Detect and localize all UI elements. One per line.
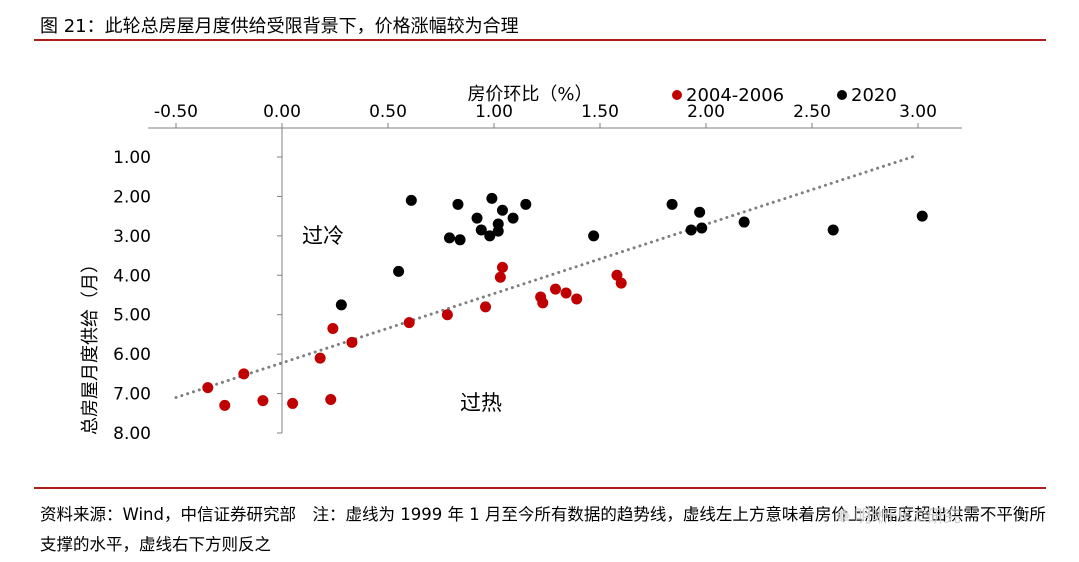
region-label-overheat: 过热 <box>460 391 502 415</box>
legend-label-2020: 2020 <box>851 85 897 106</box>
x-tick-label: 2.50 <box>793 102 831 122</box>
data-point-2004-2006 <box>480 301 492 313</box>
data-point-2004-2006 <box>403 317 415 329</box>
x-tick-label: 3.00 <box>899 102 937 122</box>
y-tick-label: 1.00 <box>113 148 151 168</box>
data-point-2020 <box>486 192 498 204</box>
data-point-2004-2006 <box>571 293 583 305</box>
data-point-2020 <box>471 212 483 224</box>
wechat-icon: ❁ <box>836 507 851 527</box>
data-point-2020 <box>492 225 504 237</box>
data-point-2020 <box>452 198 464 210</box>
data-point-2004-2006 <box>327 323 339 335</box>
legend-marker-2004-2006 <box>672 90 682 100</box>
data-point-2020 <box>405 194 417 206</box>
data-point-2004-2006 <box>560 287 572 299</box>
x-tick-label: 1.00 <box>475 102 513 122</box>
watermark: ❁ 明晰FICC研究 <box>836 502 961 527</box>
data-point-2020 <box>475 224 487 236</box>
data-point-2004-2006 <box>325 393 337 405</box>
data-point-2004-2006 <box>494 271 506 283</box>
y-tick-label: 2.00 <box>113 187 151 207</box>
data-point-2020 <box>588 230 600 242</box>
data-point-2004-2006 <box>314 352 326 364</box>
data-point-2020 <box>738 216 750 228</box>
region-label-overcool: 过冷 <box>302 224 344 248</box>
figure-title: 图 21：此轮总房屋月度供给受限背景下，价格涨幅较为合理 <box>40 16 519 37</box>
data-point-2020 <box>507 212 519 224</box>
data-point-2020 <box>666 198 678 210</box>
data-point-2020 <box>393 265 405 277</box>
watermark-text: 明晰FICC研究 <box>854 507 961 527</box>
data-point-2004-2006 <box>537 297 549 309</box>
data-point-2020 <box>335 299 347 311</box>
data-point-2004-2006 <box>549 283 561 295</box>
data-point-2020 <box>454 234 466 246</box>
x-tick-label: 2.00 <box>687 102 725 122</box>
plot-area: -0.50 0.00 0.50 1.00 1.50 2.00 2.50 3.00 1.00 2.0… <box>113 102 962 444</box>
x-tick-label: 0.00 <box>263 102 301 122</box>
legend-label-2004-2006: 2004-2006 <box>686 85 784 106</box>
x-tick-label: -0.50 <box>154 102 198 122</box>
data-point-2020 <box>694 206 706 218</box>
title-rule <box>34 39 1046 41</box>
data-point-2020 <box>827 224 839 236</box>
data-point-2004-2006 <box>496 261 508 273</box>
x-axis-title: 房价环比（%） <box>467 84 592 105</box>
data-point-2020 <box>685 224 697 236</box>
scatter-chart: -0.50 0.00 0.50 1.00 1.50 2.00 2.50 3.00 1.00 2.0… <box>80 84 962 444</box>
data-point-2004-2006 <box>202 382 214 394</box>
data-point-2004-2006 <box>238 368 250 380</box>
data-point-2004-2006 <box>287 397 299 409</box>
data-point-2004-2006 <box>615 277 627 289</box>
data-point-2020 <box>484 230 496 242</box>
data-point-2004-2006 <box>219 399 231 411</box>
data-point-2020 <box>916 210 928 222</box>
data-point-2020 <box>696 222 708 234</box>
source-note: 资料来源：Wind，中信证券研究部 注：虚线为 1999 年 1 月至今所有数据… <box>40 505 1046 554</box>
data-point-2004-2006 <box>346 336 358 348</box>
x-tick-label: 0.50 <box>369 102 407 122</box>
data-point-2020 <box>443 232 455 244</box>
x-tick-label: 1.50 <box>581 102 619 122</box>
data-point-2004-2006 <box>257 395 269 407</box>
y-tick-label: 4.00 <box>113 266 151 286</box>
data-point-2020 <box>496 204 508 216</box>
y-tick-label: 8.00 <box>113 424 151 444</box>
y-axis-title: 总房屋月度供给（月） <box>80 255 101 435</box>
y-tick-label: 5.00 <box>113 306 151 326</box>
y-tick-label: 6.00 <box>113 345 151 365</box>
note-rule <box>34 487 1046 489</box>
data-point-2004-2006 <box>441 309 453 321</box>
legend: 2004-2006 2020 <box>672 85 897 106</box>
legend-marker-2020 <box>837 90 847 100</box>
trendline <box>174 153 920 400</box>
y-tick-label: 3.00 <box>113 227 151 247</box>
data-point-2020 <box>520 198 532 210</box>
y-tick-label: 7.00 <box>113 385 151 405</box>
